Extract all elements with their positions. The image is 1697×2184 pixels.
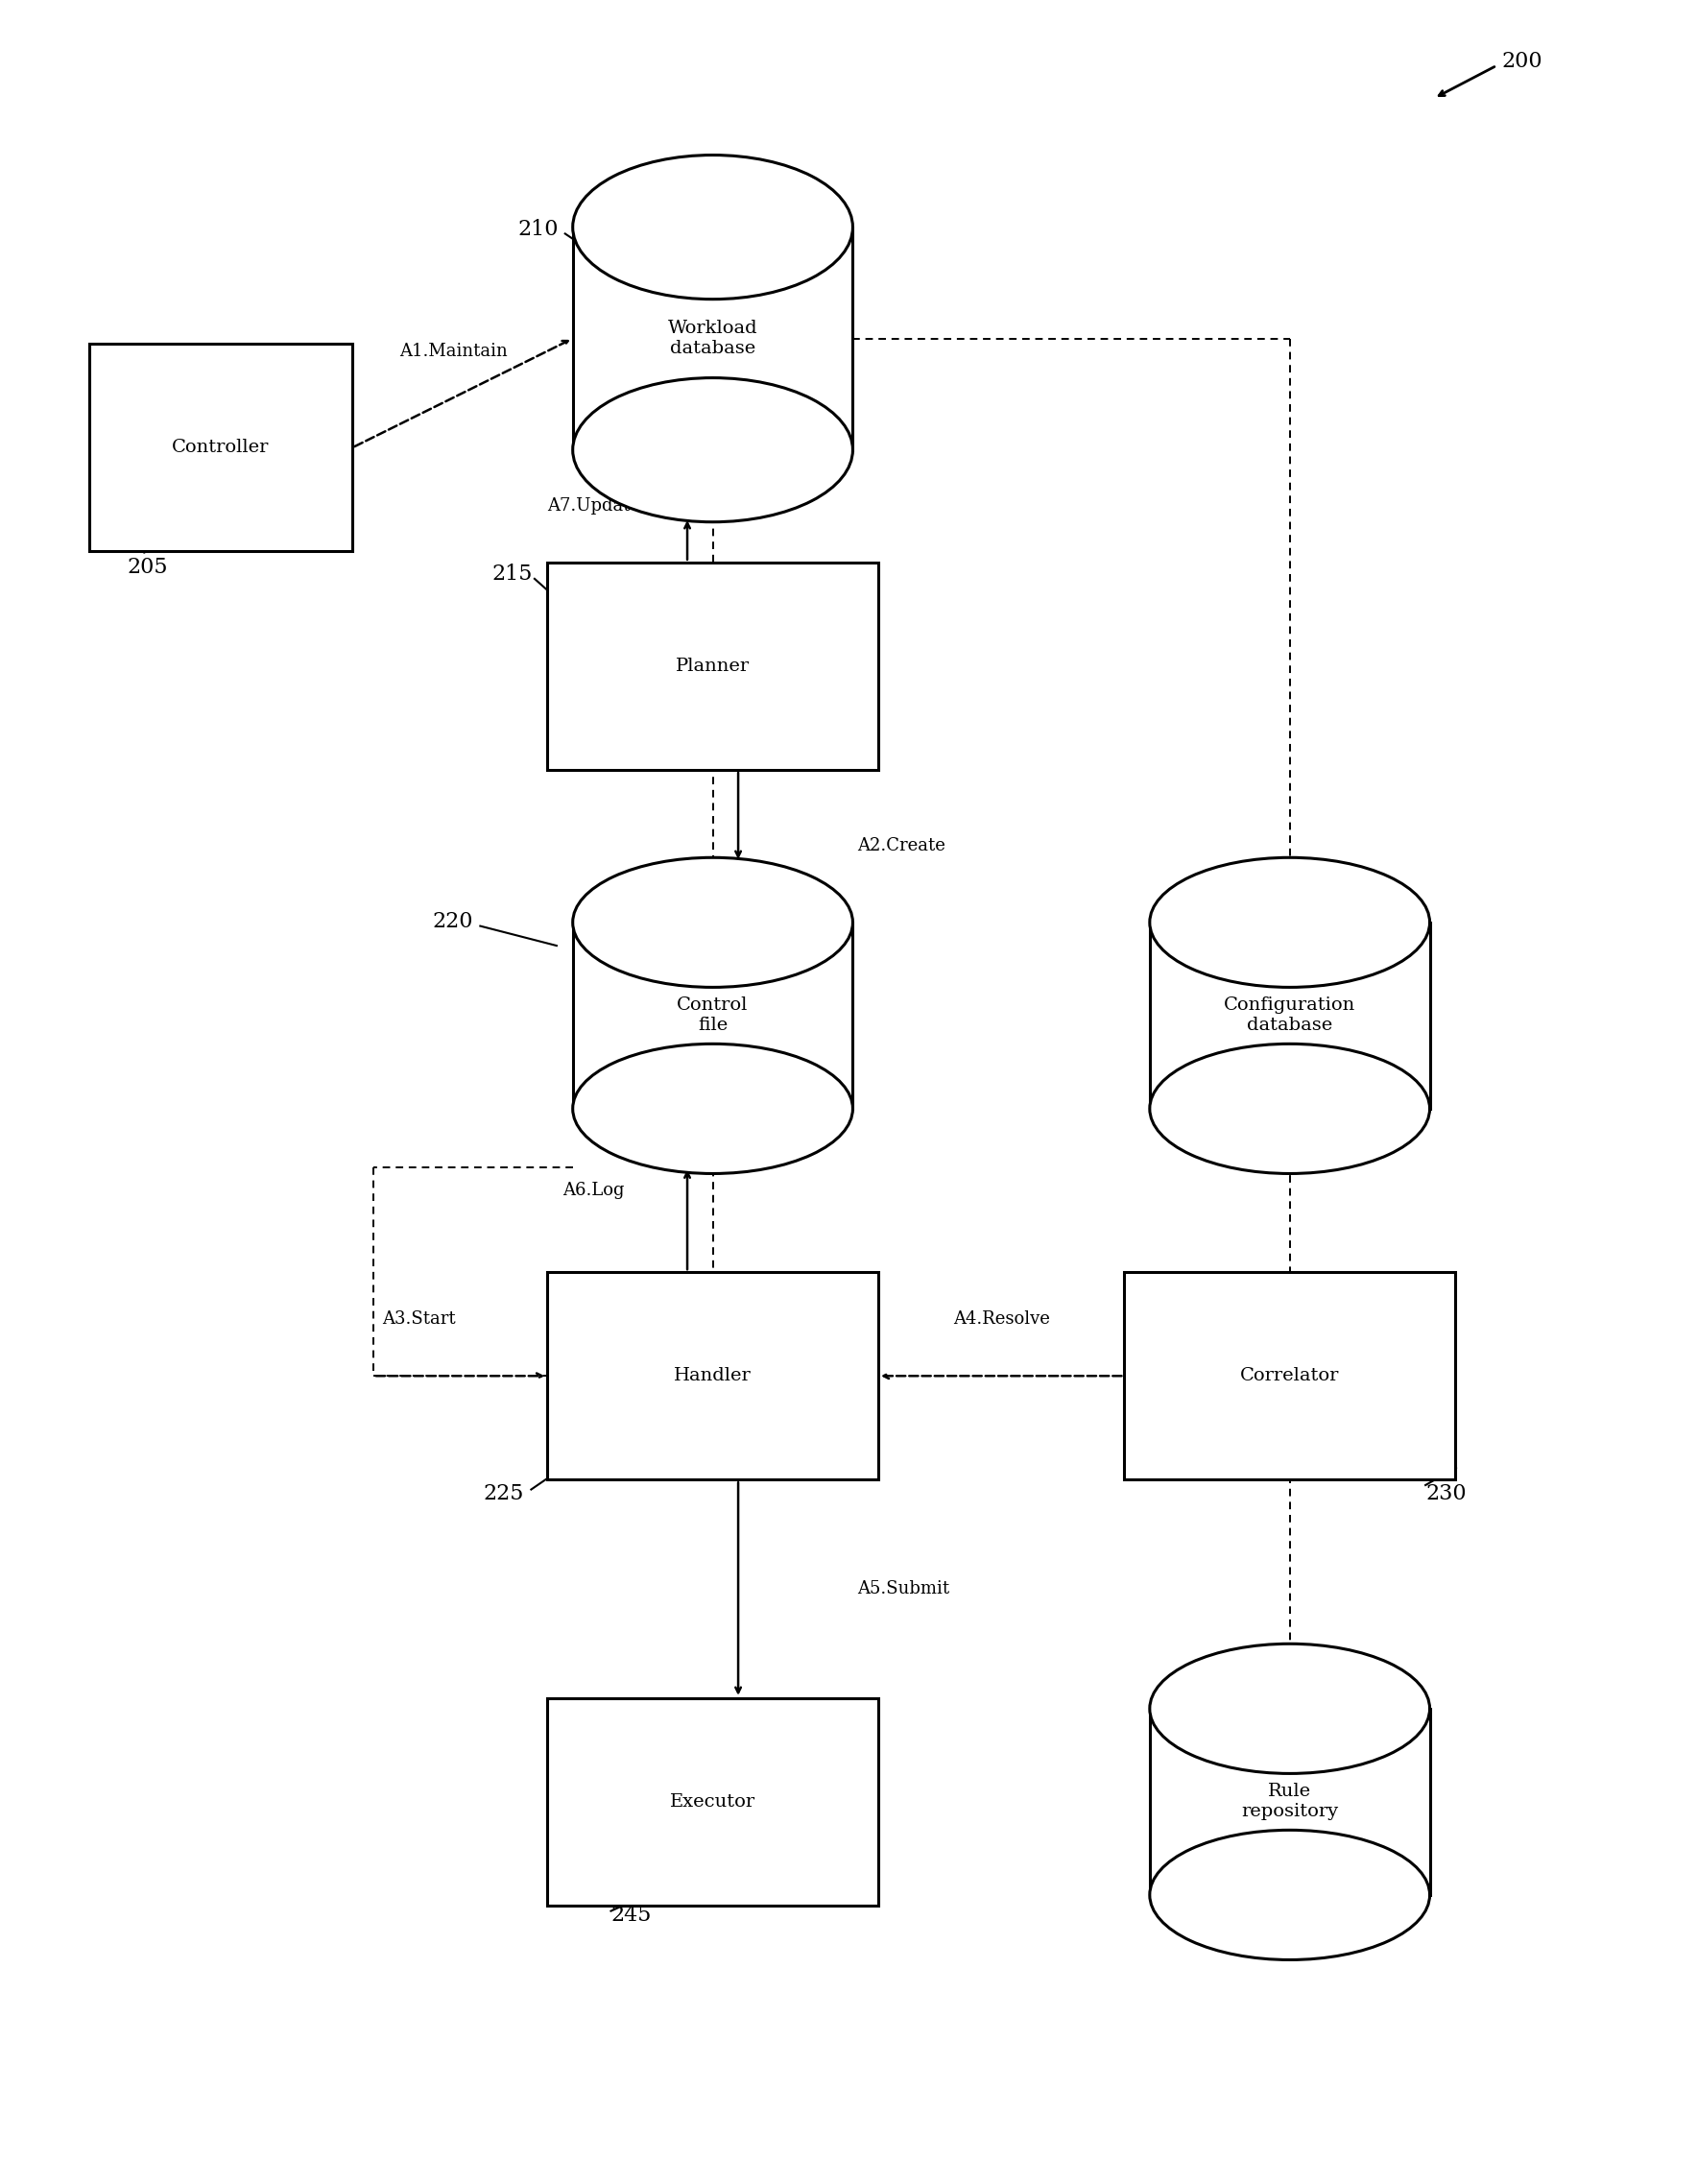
Ellipse shape	[572, 1044, 854, 1173]
Bar	[1152, 922, 1427, 1109]
Bar	[546, 1271, 879, 1481]
Text: Rule
repository: Rule repository	[1241, 1782, 1339, 1821]
Bar	[88, 343, 353, 550]
Bar	[1151, 1708, 1429, 1896]
Text: Configuration
database: Configuration database	[1224, 996, 1356, 1035]
Text: 205: 205	[127, 557, 168, 579]
Ellipse shape	[1151, 1645, 1429, 1773]
Text: Planner: Planner	[675, 657, 750, 675]
Text: 235: 235	[1222, 889, 1263, 911]
Text: A2.Create: A2.Create	[857, 836, 945, 854]
Bar	[1123, 1271, 1454, 1481]
Text: A5.Submit: A5.Submit	[857, 1581, 949, 1597]
Ellipse shape	[572, 155, 854, 299]
Bar	[575, 922, 850, 1109]
Text: A6.Log: A6.Log	[563, 1182, 624, 1199]
Text: Control
file: Control file	[677, 996, 748, 1035]
Text: 230: 230	[1425, 1483, 1466, 1505]
Bar	[572, 922, 852, 1109]
Bar	[1151, 922, 1429, 1109]
Text: Executor: Executor	[670, 1793, 755, 1811]
Text: A4.Resolve: A4.Resolve	[952, 1310, 1050, 1328]
Text: 215: 215	[492, 563, 533, 585]
Text: A3.Start: A3.Start	[382, 1310, 455, 1328]
Text: 210: 210	[518, 218, 558, 240]
Bar	[575, 227, 850, 450]
Bar	[546, 561, 879, 771]
Text: Workload
database: Workload database	[669, 319, 757, 358]
Text: Controller: Controller	[171, 439, 270, 456]
Bar	[1152, 1708, 1427, 1896]
Text: 240: 240	[1247, 1911, 1288, 1933]
Ellipse shape	[1151, 1044, 1429, 1173]
Ellipse shape	[1151, 1830, 1429, 1959]
Ellipse shape	[572, 378, 854, 522]
Text: 220: 220	[433, 911, 473, 933]
Text: A1.Maintain: A1.Maintain	[400, 343, 507, 360]
Bar	[546, 1699, 879, 1904]
Bar	[572, 227, 852, 450]
Ellipse shape	[572, 858, 854, 987]
Text: 245: 245	[611, 1904, 652, 1926]
Text: Correlator: Correlator	[1241, 1367, 1339, 1385]
Ellipse shape	[1151, 858, 1429, 987]
Text: 225: 225	[484, 1483, 524, 1505]
Text: Handler: Handler	[674, 1367, 752, 1385]
Text: 200: 200	[1502, 50, 1543, 72]
Text: A7.Update: A7.Update	[548, 498, 640, 515]
